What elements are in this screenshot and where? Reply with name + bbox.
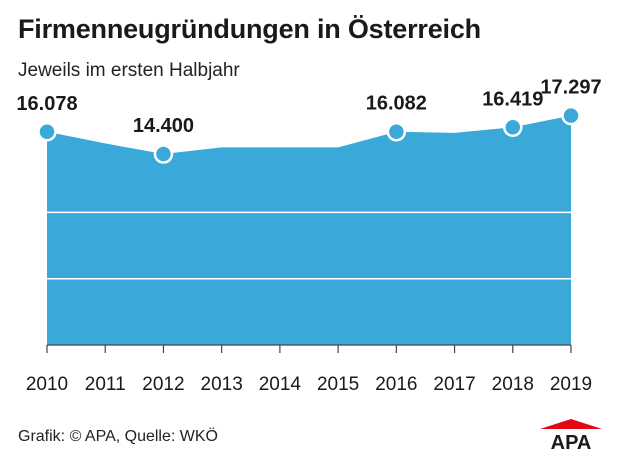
x-tick-label: 2013 bbox=[201, 374, 243, 395]
data-point-marker bbox=[153, 144, 174, 164]
data-point-marker bbox=[37, 122, 57, 142]
data-point-marker bbox=[503, 117, 523, 138]
x-tick-label: 2010 bbox=[26, 374, 68, 395]
apa-logo-text: APA bbox=[551, 432, 592, 450]
data-label: 16.078 bbox=[16, 93, 77, 115]
data-point-marker bbox=[386, 121, 407, 142]
x-tick-label: 2014 bbox=[259, 374, 302, 395]
data-label: 14.400 bbox=[133, 115, 194, 137]
data-point-marker bbox=[561, 105, 581, 126]
data-label: 16.419 bbox=[482, 88, 543, 110]
x-tick-label: 2019 bbox=[550, 374, 592, 395]
x-tick-label: 2016 bbox=[375, 374, 417, 395]
area-series bbox=[47, 115, 571, 345]
x-tick-label: 2012 bbox=[142, 374, 184, 395]
x-tick-label: 2011 bbox=[85, 374, 126, 395]
chart-title: Firmenneugründungen in Österreich bbox=[18, 14, 481, 44]
chart-subtitle: Jeweils im ersten Halbjahr bbox=[18, 60, 240, 81]
apa-logo-roof bbox=[540, 419, 602, 429]
source-note: Grafik: © APA, Quelle: WKÖ bbox=[18, 428, 218, 445]
data-label: 16.082 bbox=[366, 93, 427, 115]
x-tick-label: 2017 bbox=[433, 374, 475, 395]
x-tick-label: 2018 bbox=[492, 374, 534, 395]
data-label: 17.297 bbox=[540, 77, 601, 99]
x-tick-label: 2015 bbox=[317, 374, 359, 395]
apa-logo: APA bbox=[540, 419, 602, 450]
